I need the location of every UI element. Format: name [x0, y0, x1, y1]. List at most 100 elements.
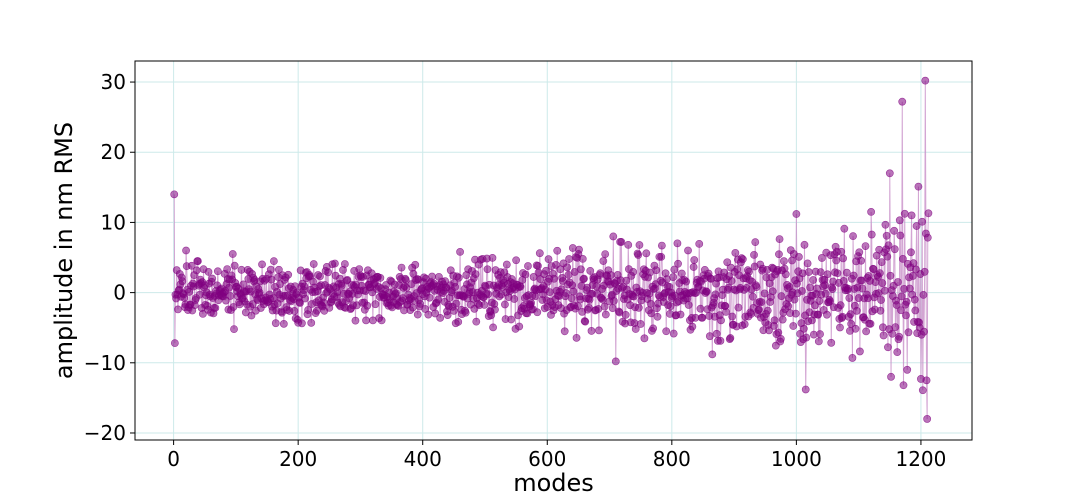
data-point	[919, 290, 928, 299]
data-point	[258, 260, 266, 269]
data-point	[717, 316, 725, 325]
data-point	[608, 304, 617, 313]
data-point	[601, 250, 610, 258]
data-point	[781, 270, 790, 279]
data-point	[634, 251, 643, 259]
data-point	[580, 274, 588, 283]
data-point	[836, 323, 844, 332]
data-point	[331, 259, 339, 268]
data-point	[362, 316, 370, 325]
data-point	[911, 306, 920, 315]
data-point	[731, 248, 740, 257]
data-point	[876, 306, 885, 315]
data-point	[550, 274, 559, 283]
data-point	[545, 288, 554, 297]
data-point	[575, 245, 583, 254]
x-tick-label: 800	[653, 447, 691, 471]
data-point	[578, 254, 587, 263]
data-point	[510, 295, 519, 303]
data-point	[568, 281, 577, 290]
data-point	[832, 256, 841, 265]
data-point	[416, 299, 425, 308]
data-point	[611, 357, 620, 366]
data-point	[695, 239, 704, 248]
data-point	[657, 252, 666, 261]
data-point	[918, 217, 927, 226]
data-point	[698, 313, 707, 322]
data-point	[904, 328, 913, 337]
data-point	[290, 307, 299, 315]
data-point	[304, 306, 313, 314]
data-point	[599, 257, 608, 265]
data-point	[662, 327, 671, 336]
data-point	[279, 319, 288, 328]
data-point	[816, 268, 825, 277]
data-point	[355, 265, 364, 273]
data-point	[489, 323, 497, 332]
data-point	[891, 323, 900, 332]
data-point	[791, 309, 800, 318]
data-point	[910, 295, 919, 304]
data-point	[902, 297, 911, 306]
data-point	[900, 209, 909, 218]
data-point	[752, 283, 761, 291]
data-point	[845, 294, 854, 302]
data-point	[544, 255, 553, 264]
data-point	[569, 287, 578, 296]
data-points	[170, 76, 933, 423]
data-point	[573, 302, 582, 310]
x-tick-label: 0	[167, 447, 180, 471]
data-point	[696, 304, 705, 313]
data-point	[858, 284, 867, 293]
data-point	[878, 279, 887, 287]
data-point	[823, 310, 831, 319]
y-tick-label: −20	[84, 421, 126, 445]
data-point	[521, 270, 530, 279]
data-point	[923, 415, 932, 423]
data-point	[794, 252, 803, 261]
data-point	[903, 365, 912, 374]
data-point	[491, 305, 499, 314]
data-point	[884, 343, 892, 352]
data-point	[640, 334, 649, 343]
data-point	[296, 299, 304, 307]
data-point	[861, 242, 870, 250]
data-point	[907, 211, 916, 220]
data-point	[880, 286, 889, 295]
data-point	[480, 300, 489, 309]
data-point	[397, 263, 406, 272]
data-point	[890, 226, 899, 235]
data-point	[763, 306, 772, 315]
data-point	[922, 376, 931, 385]
data-point	[734, 303, 743, 312]
data-point	[800, 240, 809, 249]
data-point	[814, 310, 823, 319]
data-point	[624, 240, 633, 249]
data-point	[847, 320, 856, 328]
data-point	[411, 260, 420, 269]
data-point	[669, 329, 678, 338]
data-point	[818, 254, 826, 262]
data-point	[192, 266, 201, 275]
data-point	[213, 267, 222, 276]
data-point	[564, 270, 573, 279]
data-point	[377, 316, 386, 325]
data-point	[267, 275, 276, 284]
data-point	[920, 327, 928, 336]
data-point	[340, 260, 349, 268]
data-point	[193, 257, 202, 266]
data-point	[846, 310, 855, 319]
data-point	[454, 273, 463, 282]
data-point	[788, 256, 796, 265]
data-point	[748, 292, 757, 301]
data-point	[629, 268, 638, 276]
data-point	[924, 209, 933, 218]
data-point	[702, 287, 711, 296]
data-point	[902, 311, 910, 320]
data-point	[337, 281, 346, 290]
data-point	[563, 263, 572, 272]
data-point	[849, 271, 858, 280]
data-point	[225, 283, 233, 292]
data-point	[690, 256, 699, 264]
data-point	[363, 301, 372, 310]
